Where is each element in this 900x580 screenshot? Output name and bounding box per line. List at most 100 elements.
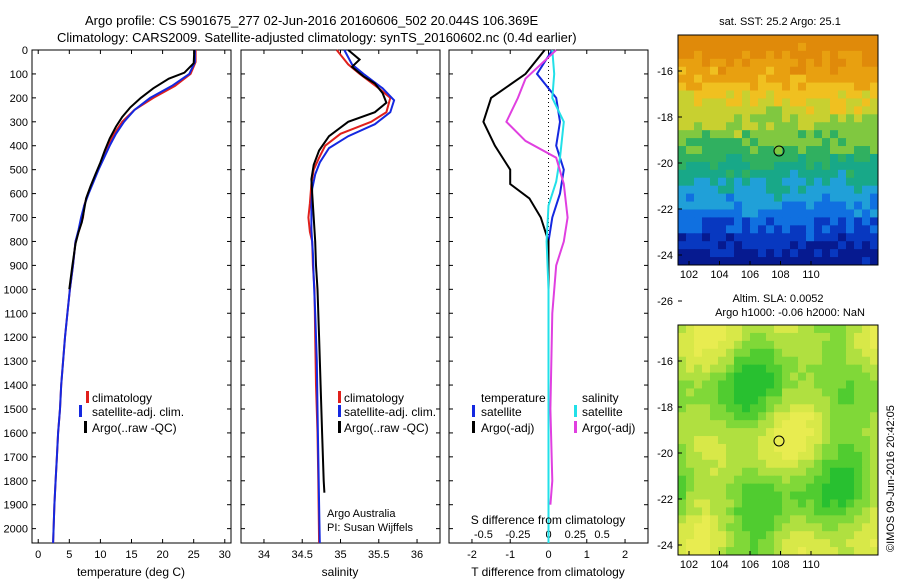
map-cell [678, 201, 687, 210]
map-cell [734, 332, 743, 342]
map-cell [814, 177, 823, 187]
map-cell [838, 201, 847, 210]
map-cell [678, 388, 687, 397]
map-cell [694, 201, 703, 210]
map-cell [758, 217, 767, 226]
map-cell [686, 412, 695, 421]
map-cell [758, 146, 767, 155]
map-cell [814, 35, 823, 44]
legend-item: satellite [582, 405, 623, 419]
sla-map [678, 325, 879, 556]
depth-tick-label: 1600 [4, 428, 28, 440]
map-cell [694, 420, 703, 429]
map-cell [678, 50, 687, 60]
map-cell [758, 225, 767, 234]
map-cell [678, 340, 687, 350]
map-cell [798, 185, 807, 195]
map-cell [870, 547, 879, 556]
map-cell [702, 420, 711, 429]
map-cell [766, 404, 775, 413]
map-cell [854, 193, 863, 203]
map-x-tick-label: 110 [802, 559, 820, 571]
map-cell [742, 161, 751, 171]
map-cell [798, 249, 807, 258]
map-cell [734, 169, 743, 179]
map-cell [790, 325, 799, 334]
map-cell [742, 539, 751, 548]
map-cell [782, 90, 791, 99]
map-cell [790, 82, 799, 92]
map-cell [734, 436, 743, 445]
map-cell [790, 98, 799, 107]
map-cell [782, 217, 791, 226]
map-cell [822, 436, 831, 445]
map-cell [686, 169, 695, 179]
map-cell [766, 443, 775, 453]
map-cell [726, 332, 735, 342]
map-cell [726, 82, 735, 92]
map-cell [782, 122, 791, 131]
map-cell [774, 547, 783, 556]
map-cell [678, 146, 687, 155]
map-cell [862, 169, 871, 179]
map-cell [702, 340, 711, 350]
map-cell [798, 507, 807, 516]
map-cell [782, 35, 791, 44]
map-cell [862, 225, 871, 234]
map-x-tick-label: 104 [710, 559, 728, 571]
map-cell [814, 523, 823, 532]
map-cell [814, 185, 823, 195]
map-cell [750, 348, 759, 358]
map-cell [726, 153, 735, 163]
map-cell [726, 467, 735, 477]
map-cell [710, 225, 719, 234]
map-cell [774, 50, 783, 60]
map-cell [758, 404, 767, 413]
map-cell [862, 404, 871, 413]
map-cell [774, 122, 783, 131]
map-cell [694, 35, 703, 44]
map-cell [774, 90, 783, 99]
map-cell [734, 90, 743, 99]
map-cell [822, 201, 831, 210]
map-cell [798, 531, 807, 540]
map-cell [710, 451, 719, 461]
map-cell [710, 380, 719, 389]
map-cell [678, 42, 687, 52]
map-cell [782, 241, 791, 250]
depth-tick-label: 800 [10, 236, 28, 248]
map-cell [838, 451, 847, 461]
map-cell [830, 372, 839, 382]
map-cell [862, 161, 871, 171]
map-cell [750, 459, 759, 469]
map-cell [862, 531, 871, 540]
map-cell [846, 201, 855, 210]
map-cell [742, 332, 751, 342]
map-cell [774, 209, 783, 218]
map-cell [726, 161, 735, 171]
map-cell [798, 467, 807, 477]
map-cell [734, 42, 743, 52]
map-cell [726, 372, 735, 382]
map-cell [838, 185, 847, 195]
map-cell [694, 66, 703, 76]
map-cell [838, 491, 847, 500]
map-cell [862, 475, 871, 485]
map-cell [766, 325, 775, 334]
map-cell [806, 428, 815, 437]
map-cell [782, 58, 791, 68]
map-cell [798, 523, 807, 532]
map-cell [678, 98, 687, 107]
map-cell [806, 388, 815, 397]
map-cell [822, 74, 831, 84]
map-cell [758, 35, 767, 44]
map-cell [678, 523, 687, 532]
map-cell [782, 138, 791, 147]
map-y-tick-label: -20 [657, 158, 673, 170]
map-cell [862, 451, 871, 461]
map-cell [822, 193, 831, 203]
map-cell [694, 539, 703, 548]
map-cell [822, 241, 831, 250]
map-cell [774, 428, 783, 437]
map-cell [838, 74, 847, 84]
